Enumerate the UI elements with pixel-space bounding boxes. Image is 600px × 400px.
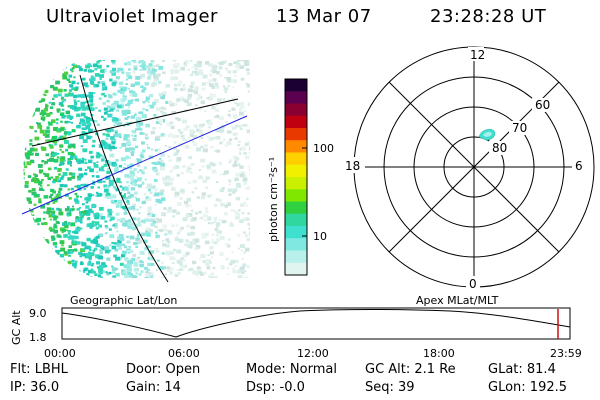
colorbar-cells <box>285 79 307 276</box>
timeline-xtick-label: 23:59 <box>550 347 582 360</box>
gain-info: Gain: 14 <box>126 380 181 395</box>
app-title: Ultraviolet Imager <box>46 6 218 27</box>
timeline-left-title: Geographic Lat/Lon <box>70 294 177 307</box>
label-bg <box>468 47 484 61</box>
timeline-xtick-label: 00:00 <box>44 347 76 360</box>
colorbar-cell <box>285 189 307 202</box>
colorbar-cell <box>285 201 307 215</box>
ip-info: IP: 36.0 <box>10 380 60 395</box>
dsp-info: Dsp: -0.0 <box>246 380 305 395</box>
colorbar-cell <box>285 140 307 153</box>
colorbar-cell <box>285 103 307 117</box>
mode-info: Mode: Normal <box>246 362 337 377</box>
timeline-xtick-label: 18:00 <box>423 347 455 360</box>
colorbar: 100 10 photon cm⁻²s⁻¹ <box>267 78 334 276</box>
colorbar-cell <box>285 79 307 92</box>
polar-ring-label: 60 <box>535 98 550 112</box>
seq-info: Seq: 39 <box>365 380 415 395</box>
colorbar-cell <box>285 213 307 227</box>
timeline-ylabel: GC Alt <box>10 310 23 345</box>
longitude-line <box>79 74 169 283</box>
colorbar-cell <box>285 115 307 129</box>
latitude-line <box>31 98 239 147</box>
altitude-curve <box>61 309 571 338</box>
polar-ring-label: 70 <box>512 121 527 135</box>
colorbar-cell <box>285 250 307 264</box>
geographic-image-panel <box>21 60 250 283</box>
timeline-ytick-label: 1.8 <box>29 331 47 344</box>
polar-clock-label: 18 <box>345 159 360 173</box>
timeline-right-title: Apex MLat/MLT <box>416 294 499 307</box>
date-label: 13 Mar 07 <box>276 6 372 27</box>
label-bg <box>343 157 365 173</box>
colorbar-cell <box>285 164 307 178</box>
timeline-xtick-label: 12:00 <box>297 347 329 360</box>
colorbar-tick-label: 10 <box>313 230 327 243</box>
timeline-ytick-label: 9.0 <box>29 307 47 320</box>
colorbar-cell <box>285 226 307 239</box>
polar-clock-label: 0 <box>469 277 477 291</box>
label-bg <box>489 141 511 155</box>
colorbar-cell <box>285 128 307 141</box>
polar-clock-label: 6 <box>575 159 583 173</box>
colorbar-cell <box>285 238 307 251</box>
colorbar-frame <box>284 78 308 276</box>
label-bg <box>466 276 480 290</box>
colorbar-cell <box>285 152 307 166</box>
label-bg <box>509 121 531 135</box>
polar-clock-label: 12 <box>470 48 485 62</box>
filter-info: Flt: LBHL <box>10 362 68 377</box>
colorbar-unit-label: photon cm⁻²s⁻¹ <box>267 157 280 242</box>
aurora-image <box>23 60 250 278</box>
glon-info: GLon: 192.5 <box>488 380 568 395</box>
colorbar-cell <box>285 91 307 104</box>
timeline-frame <box>61 307 571 340</box>
polar-diagonal <box>388 81 560 253</box>
polar-plot: 12 18 6 0 60 70 80 <box>343 46 595 291</box>
glat-info: GLat: 81.4 <box>488 362 556 377</box>
colorbar-cell <box>285 262 307 276</box>
door-info: Door: Open <box>126 362 201 377</box>
polar-ring-label: 80 <box>492 141 507 155</box>
time-label: 23:28:28 UT <box>430 6 547 27</box>
label-bg <box>572 157 586 173</box>
colorbar-cell <box>285 177 307 190</box>
label-bg <box>532 98 554 112</box>
timeline-xtick-label: 06:00 <box>168 347 200 360</box>
polar-aurora-spot <box>478 128 496 141</box>
colorbar-tick-label: 100 <box>313 142 334 155</box>
altitude-timeline: Geographic Lat/Lon Apex MLat/MLT GC Alt … <box>10 294 582 360</box>
terminator-line <box>21 115 248 215</box>
gc-alt-info: GC Alt: 2.1 Re <box>365 362 456 377</box>
